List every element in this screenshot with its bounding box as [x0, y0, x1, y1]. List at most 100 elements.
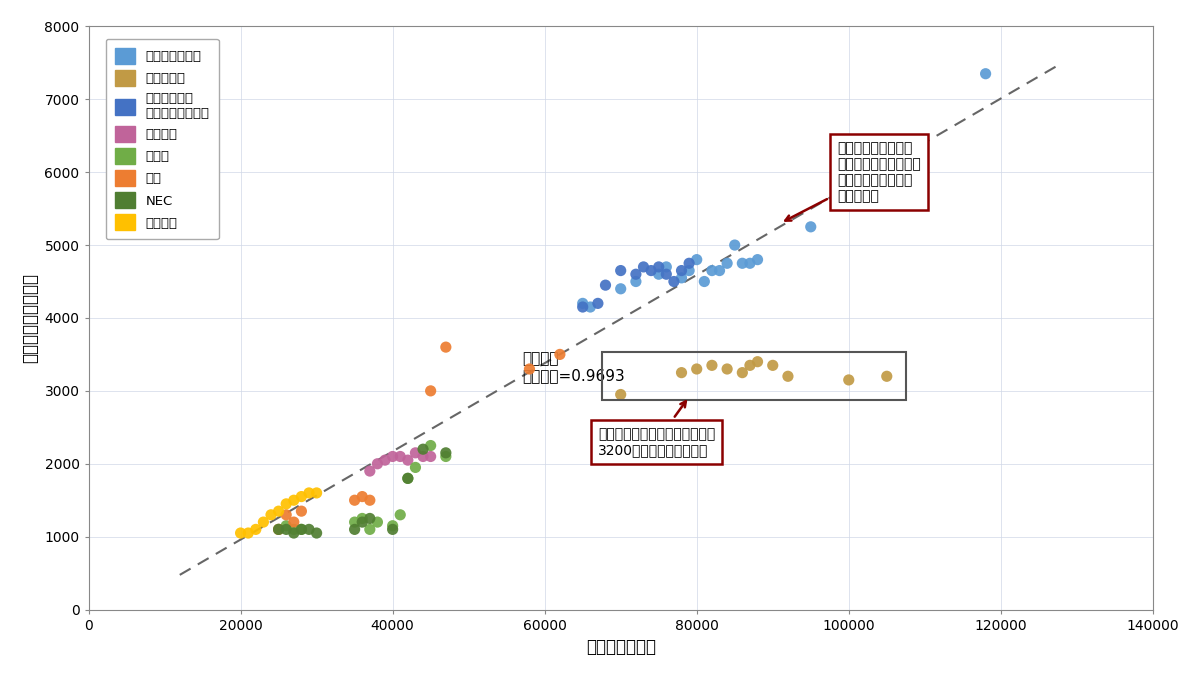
Point	[596, 280, 616, 290]
Point	[437, 451, 456, 462]
Point	[398, 455, 418, 466]
Point	[672, 367, 691, 378]
Point	[360, 513, 379, 524]
Point	[437, 342, 456, 353]
Point	[748, 356, 767, 367]
Legend: ソニーグループ, 日立製作所, パナソニック
ホールディングス, 三菱電機, 富士通, 東苗, NEC, シャープ: ソニーグループ, 日立製作所, パナソニック ホールディングス, 三菱電機, 富…	[106, 39, 218, 240]
Point	[346, 524, 365, 535]
Point	[284, 527, 304, 538]
Point	[383, 451, 402, 462]
Point	[376, 455, 395, 466]
Point	[574, 298, 593, 309]
Point	[292, 506, 311, 517]
Bar	[601, 352, 906, 399]
Point	[626, 269, 646, 280]
Point	[383, 521, 402, 531]
Point	[649, 261, 668, 272]
Point	[276, 524, 295, 535]
Point	[398, 473, 418, 484]
Point	[551, 349, 570, 360]
Point	[292, 491, 311, 502]
Point	[672, 265, 691, 276]
Point	[353, 517, 372, 527]
Point	[406, 462, 425, 473]
Point	[581, 302, 600, 313]
Point	[292, 524, 311, 535]
Point	[665, 276, 684, 287]
Point	[679, 265, 698, 276]
Point	[269, 506, 288, 517]
Point	[284, 524, 304, 535]
Point	[437, 447, 456, 458]
Text: 近似曲線
相関係数=0.9693: 近似曲線 相関係数=0.9693	[522, 351, 625, 384]
Point	[733, 367, 752, 378]
Point	[520, 364, 539, 374]
Point	[710, 265, 730, 276]
Point	[839, 152, 858, 163]
Point	[346, 517, 365, 527]
Point	[398, 473, 418, 484]
Point	[574, 302, 593, 313]
Point	[391, 451, 410, 462]
Point	[360, 524, 379, 535]
Point	[414, 444, 433, 455]
Point	[839, 374, 858, 385]
Point	[269, 524, 288, 535]
Point	[383, 524, 402, 535]
Point	[300, 487, 319, 498]
Point	[406, 447, 425, 458]
Point	[976, 68, 995, 79]
Point	[779, 371, 798, 382]
Point	[360, 466, 379, 477]
Point	[740, 258, 760, 269]
Point	[877, 371, 896, 382]
Text: 多くの大手総合電機
メーカーは、売上高に
比例した金額を研究
開発へ投資: 多くの大手総合電機 メーカーは、売上高に 比例した金額を研究 開発へ投資	[785, 141, 922, 221]
Point	[649, 269, 668, 280]
Point	[733, 258, 752, 269]
Y-axis label: 研究開発費（億円）: 研究開発費（億円）	[20, 273, 38, 363]
Point	[276, 498, 295, 509]
Point	[702, 360, 721, 371]
Point	[353, 513, 372, 524]
Point	[679, 258, 698, 269]
Point	[634, 261, 653, 272]
Point	[718, 364, 737, 374]
Point	[246, 524, 265, 535]
Point	[421, 440, 440, 451]
Point	[725, 240, 744, 250]
Point	[763, 360, 782, 371]
Point	[740, 360, 760, 371]
X-axis label: 売上高（億円）: 売上高（億円）	[586, 638, 655, 656]
Point	[300, 524, 319, 535]
Point	[421, 385, 440, 396]
Point	[346, 495, 365, 506]
Point	[642, 265, 661, 276]
Point	[611, 389, 630, 400]
Point	[695, 276, 714, 287]
Point	[672, 272, 691, 283]
Point	[688, 364, 707, 374]
Point	[276, 521, 295, 531]
Point	[688, 255, 707, 265]
Point	[421, 451, 440, 462]
Point	[656, 261, 676, 272]
Point	[360, 495, 379, 506]
Point	[269, 524, 288, 535]
Point	[611, 265, 630, 276]
Point	[368, 517, 388, 527]
Point	[307, 527, 326, 538]
Point	[718, 258, 737, 269]
Point	[626, 276, 646, 287]
Point	[276, 509, 295, 520]
Point	[253, 517, 272, 527]
Point	[307, 487, 326, 498]
Point	[262, 509, 281, 520]
Point	[611, 284, 630, 294]
Point	[656, 269, 676, 280]
Point	[292, 524, 311, 535]
Point	[702, 265, 721, 276]
Point	[748, 255, 767, 265]
Point	[239, 527, 258, 538]
Point	[230, 527, 250, 538]
Point	[284, 495, 304, 506]
